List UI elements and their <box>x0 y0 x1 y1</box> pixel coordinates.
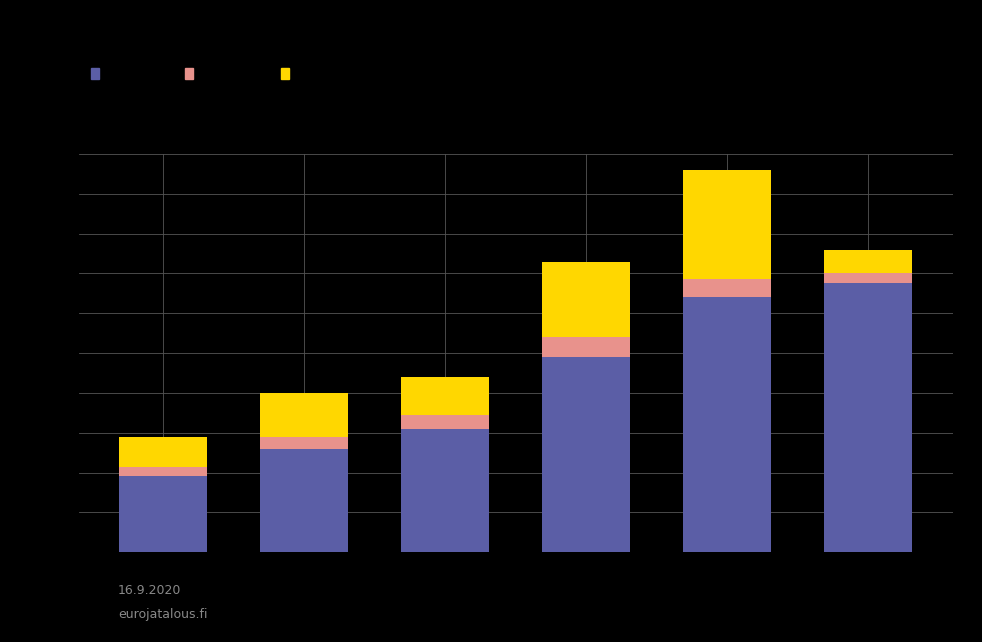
Bar <box>824 273 911 284</box>
Bar <box>260 449 348 552</box>
Text: Rahoittajien taseet ovat kasvaneet tasaisesti: Rahoittajien taseet ovat kasvaneet tasai… <box>79 56 485 74</box>
Text: 16.9.2020: 16.9.2020 <box>118 584 182 597</box>
Bar <box>824 250 911 273</box>
Bar <box>683 297 771 552</box>
Bar <box>120 467 207 476</box>
Bar <box>402 377 489 415</box>
Bar <box>120 437 207 467</box>
Bar <box>260 437 348 449</box>
Legend: Fed, EKP, BoJ: Fed, EKP, BoJ <box>85 62 322 87</box>
Bar <box>824 284 911 552</box>
Bar <box>542 337 629 357</box>
Bar <box>402 429 489 552</box>
Bar <box>683 170 771 279</box>
Bar <box>683 279 771 297</box>
Bar <box>542 357 629 552</box>
Bar <box>542 261 629 337</box>
Bar <box>260 393 348 437</box>
Bar <box>120 476 207 552</box>
Bar <box>402 415 489 429</box>
Text: eurojatalous.fi: eurojatalous.fi <box>118 607 207 621</box>
